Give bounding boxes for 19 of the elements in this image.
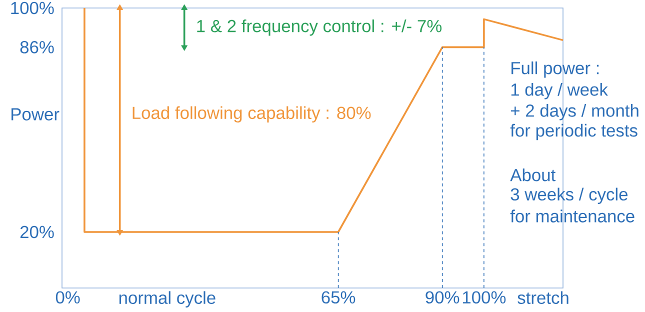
annotation: About: [510, 168, 556, 182]
y-tick-label: 100%: [11, 2, 54, 14]
x-axis-title: normal cycle: [119, 291, 216, 308]
annotation: Load following capability : 80%: [132, 106, 371, 123]
annotation: 3 weeks / cycle: [510, 188, 628, 204]
annotation: 1 day / week: [511, 83, 608, 100]
annotation: for maintenance: [510, 210, 634, 222]
y-tick-label: 20%: [20, 226, 54, 238]
x-tick-label: 100%: [462, 291, 506, 304]
x-tick-label: 65%: [322, 291, 356, 304]
annotation: + 2 days / month: [510, 104, 638, 120]
annotation: Full power :: [512, 61, 599, 78]
text: stretch: [518, 291, 568, 304]
x-tick-label: 90%: [426, 291, 460, 304]
x-tick-label: 0%: [56, 291, 80, 304]
annotation: for periodic tests: [510, 124, 638, 140]
annotation: 1 & 2 frequency control : +/- 7%: [197, 19, 442, 36]
y-axis-title: Power: [12, 108, 60, 120]
y-tick-label: 86%: [20, 41, 54, 54]
